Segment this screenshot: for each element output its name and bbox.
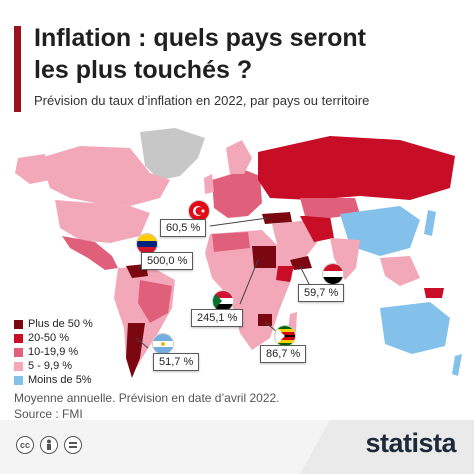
scandinavia-region <box>226 140 252 174</box>
central-asia-region <box>300 198 360 218</box>
nd-icon[interactable] <box>64 436 82 454</box>
australia-region <box>380 302 450 354</box>
legend-label: 5 - 9,9 % <box>28 360 73 372</box>
note-text: Moyenne annuelle. Prévision en date d’av… <box>14 391 280 405</box>
zimbabwe-callout: 86,7 % <box>260 345 307 363</box>
north-africa-region <box>212 232 250 252</box>
sudan-leader <box>239 259 259 305</box>
title-accent-bar <box>14 26 21 112</box>
brazil-region <box>138 280 172 323</box>
mexico-region <box>62 236 118 270</box>
venezuela-callout: 500,0 % <box>141 252 194 270</box>
legend-label: Moins de 5% <box>28 374 92 386</box>
japan-region <box>424 210 436 236</box>
legend-label: 20-50 % <box>28 332 69 344</box>
ethiopia-region <box>276 266 294 282</box>
by-icon[interactable] <box>40 436 58 454</box>
europe-region <box>212 170 262 218</box>
zimbabwe-region <box>258 314 272 326</box>
new-zealand-region <box>452 354 462 376</box>
greenland-region <box>140 128 205 180</box>
png-region <box>424 288 444 298</box>
legend-item: 5 - 9,9 % <box>14 359 110 373</box>
yemen-flag-icon <box>322 263 344 285</box>
legend-swatch <box>14 333 23 343</box>
russia-region <box>258 136 455 200</box>
turkey-flag-icon <box>188 200 210 222</box>
legend-item: 20-50 % <box>14 331 110 345</box>
legend-item: 10-19,9 % <box>14 345 110 359</box>
title-line-2: les plus touchés ? <box>34 56 253 84</box>
map-legend: Plus de 50 % 20-50 % 10-19,9 % 5 - 9,9 %… <box>12 315 112 389</box>
legend-item: Moins de 5% <box>14 373 110 387</box>
world-map <box>15 128 462 378</box>
legend-label: Plus de 50 % <box>28 318 93 330</box>
yemen-region <box>290 256 312 270</box>
alaska-region <box>15 154 50 184</box>
page-title: Inflation : quels pays seront les plus t… <box>34 22 464 86</box>
sudan-callout: 245,1 % <box>191 309 244 327</box>
source-text: Source : FMI <box>14 407 83 421</box>
legend-item: Plus de 50 % <box>14 317 110 331</box>
legend-label: 10-19,9 % <box>28 346 79 358</box>
cc-icon[interactable]: cc <box>16 436 34 454</box>
iran-region <box>300 216 334 242</box>
uk-region <box>204 174 214 194</box>
argentina-flag-icon <box>152 333 174 355</box>
legend-swatch <box>14 319 23 329</box>
legend-swatch <box>14 347 23 357</box>
statista-logo[interactable]: statista <box>365 428 456 458</box>
usa-region <box>55 200 150 243</box>
turkey-leader <box>209 217 269 227</box>
argentina-leader <box>135 337 149 349</box>
canada-region <box>40 146 170 206</box>
china-region <box>340 206 420 256</box>
zimbabwe-flag-icon <box>274 325 296 347</box>
yemen-callout: 59,7 % <box>298 284 345 302</box>
argentina-region <box>126 323 145 378</box>
turkey-callout: 60,5 % <box>160 219 207 237</box>
yemen-leader <box>299 265 311 287</box>
se-asia-region <box>380 256 420 286</box>
title-line-1: Inflation : quels pays seront <box>34 24 366 52</box>
argentina-callout: 51,7 % <box>153 353 200 371</box>
legend-swatch <box>14 361 23 371</box>
subtitle: Prévision du taux d’inflation en 2022, p… <box>34 93 370 108</box>
sudan-region <box>252 246 276 268</box>
turkey-region <box>262 212 292 224</box>
india-region <box>330 238 360 280</box>
legend-swatch <box>14 375 23 385</box>
footnote: Moyenne annuelle. Prévision en date d’av… <box>14 390 280 422</box>
